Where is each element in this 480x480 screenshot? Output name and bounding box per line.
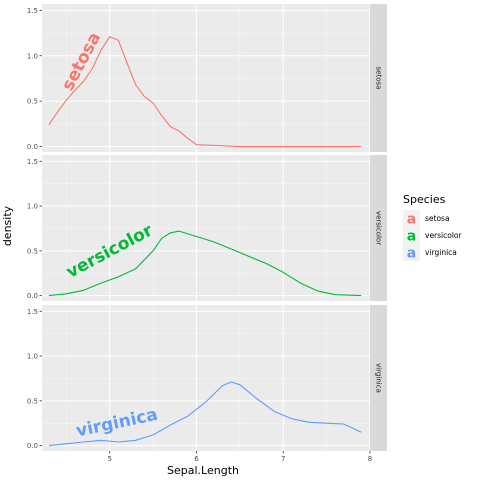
legend-label: virginica — [425, 248, 457, 257]
x-tick-label: 7 — [281, 455, 285, 463]
y-tick-label: 1.5 — [27, 308, 38, 316]
panel-background — [42, 155, 370, 301]
y-tick-label: 0.0 — [27, 442, 38, 450]
x-tick-label: 8 — [368, 455, 372, 463]
y-axis-title: density — [1, 205, 14, 246]
y-tick-label: 0.0 — [27, 292, 38, 300]
y-tick-label: 0.5 — [27, 397, 38, 405]
y-tick-label: 1.0 — [27, 353, 38, 361]
legend-title: Species — [403, 193, 446, 206]
y-tick-label: 1.0 — [27, 203, 38, 211]
legend-item-versicolor: a versicolor — [403, 227, 463, 245]
legend-key-glyph: a — [407, 246, 416, 262]
legend-key-glyph: a — [407, 229, 416, 245]
legend-label: setosa — [425, 214, 450, 223]
facet-strip-label: versicolor — [375, 211, 383, 245]
y-tick-label: 0.0 — [27, 143, 38, 151]
x-tick-label: 5 — [107, 455, 111, 463]
legend-item-setosa: a setosa — [403, 210, 450, 228]
x-axis: 5 6 7 8 — [107, 451, 372, 463]
legend-label: versicolor — [425, 231, 463, 240]
facet-strip-label: virginica — [375, 363, 383, 393]
legend-key-glyph: a — [407, 212, 416, 228]
y-tick-label: 0.5 — [27, 247, 38, 255]
y-tick-label: 1.0 — [27, 52, 38, 60]
x-axis-title: Sepal.Length — [167, 464, 239, 477]
y-tick-label: 1.5 — [27, 7, 38, 15]
legend-item-virginica: a virginica — [403, 244, 457, 262]
panel-background — [42, 4, 370, 152]
facet-strip-label: setosa — [375, 67, 383, 90]
y-tick-label: 1.5 — [27, 158, 38, 166]
x-tick-label: 6 — [194, 455, 199, 463]
y-tick-label: 0.5 — [27, 98, 38, 106]
